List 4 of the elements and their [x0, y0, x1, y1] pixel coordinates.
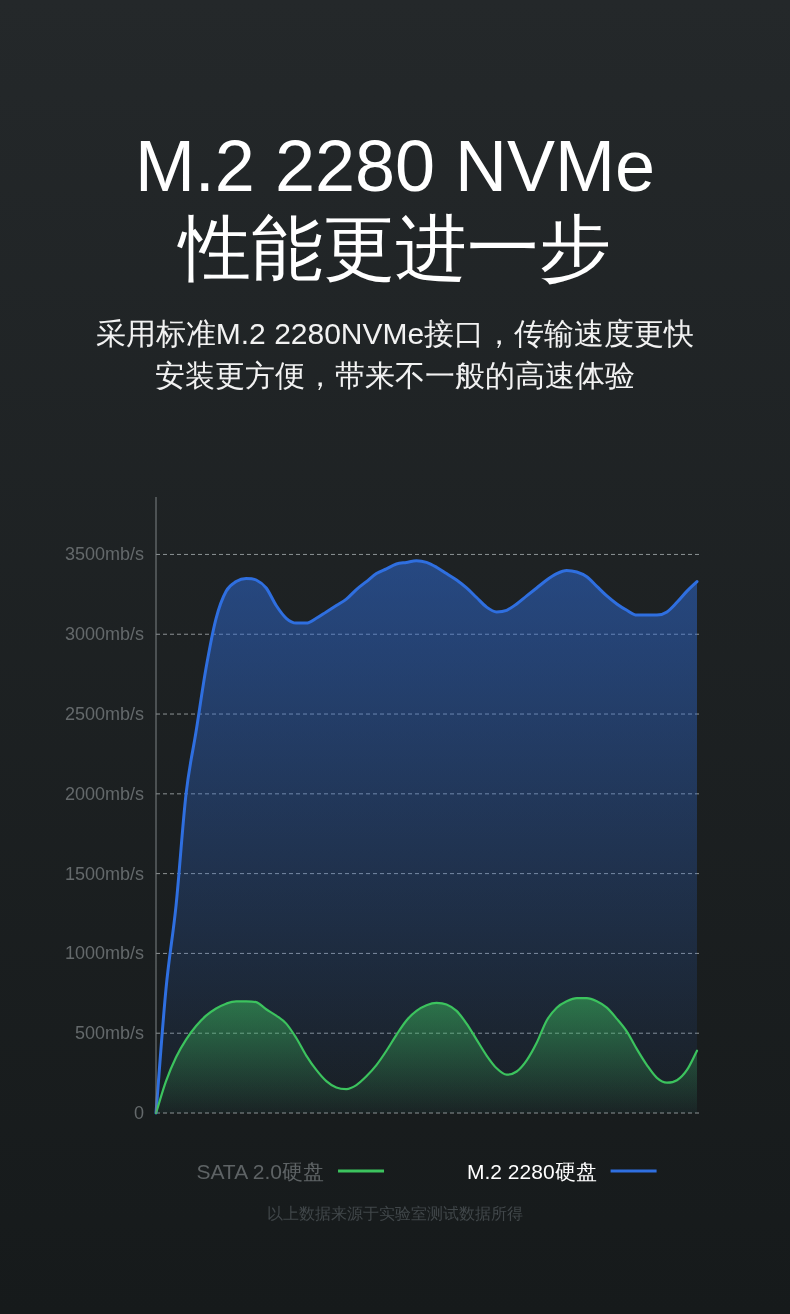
title: M.2 2280 NVMe 性能更进一步 — [134, 126, 656, 288]
legend-label: SATA 2.0硬盘 — [196, 1159, 325, 1183]
subtitle: 采用标准M.2 2280NVMe接口，传输速度更快安装更方便，带来不一般的高速体验 — [95, 317, 695, 392]
legend-label: M.2 2280硬盘 — [467, 1159, 597, 1183]
